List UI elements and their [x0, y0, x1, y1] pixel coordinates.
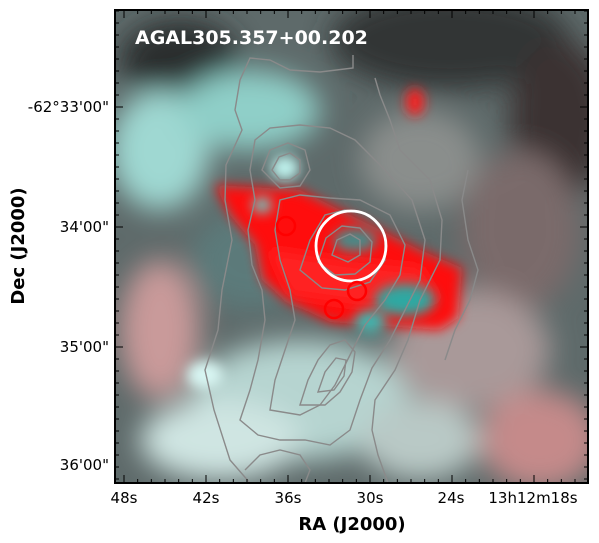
contours	[204, 55, 479, 483]
marker-white-circle	[314, 209, 388, 283]
x-tick-label: 36s	[275, 489, 302, 507]
x-tick-label: 42s	[193, 489, 220, 507]
y-tick-label: 34'00"	[60, 218, 109, 236]
y-axis-title: Dec (J2000)	[8, 187, 29, 304]
x-tick-label: 24s	[438, 489, 465, 507]
y-tick-label: 36'00"	[60, 456, 109, 474]
markers	[275, 209, 388, 320]
marker-red-circle	[346, 280, 368, 302]
x-tick-label: 48s	[111, 489, 138, 507]
x-tick-label: 13h12m18s	[488, 489, 577, 507]
marker-red-circle	[275, 215, 297, 237]
plot-frame	[114, 9, 589, 484]
x-axis-title: RA (J2000)	[298, 514, 405, 535]
y-tick-label: -62°33'00"	[28, 98, 109, 116]
x-tick-labels: 48s 42s 36s 30s 24s 13h12m18s	[111, 489, 578, 507]
marker-red-circle	[323, 298, 345, 320]
y-tick-label: 35'00"	[60, 338, 109, 356]
rgb-image	[115, 10, 588, 483]
axis-ticks	[115, 10, 588, 483]
y-tick-labels: -62°33'00" 34'00" 35'00" 36'00"	[28, 98, 109, 474]
x-tick-label: 30s	[357, 489, 384, 507]
panel-title: AGAL305.357+00.202	[135, 27, 368, 49]
